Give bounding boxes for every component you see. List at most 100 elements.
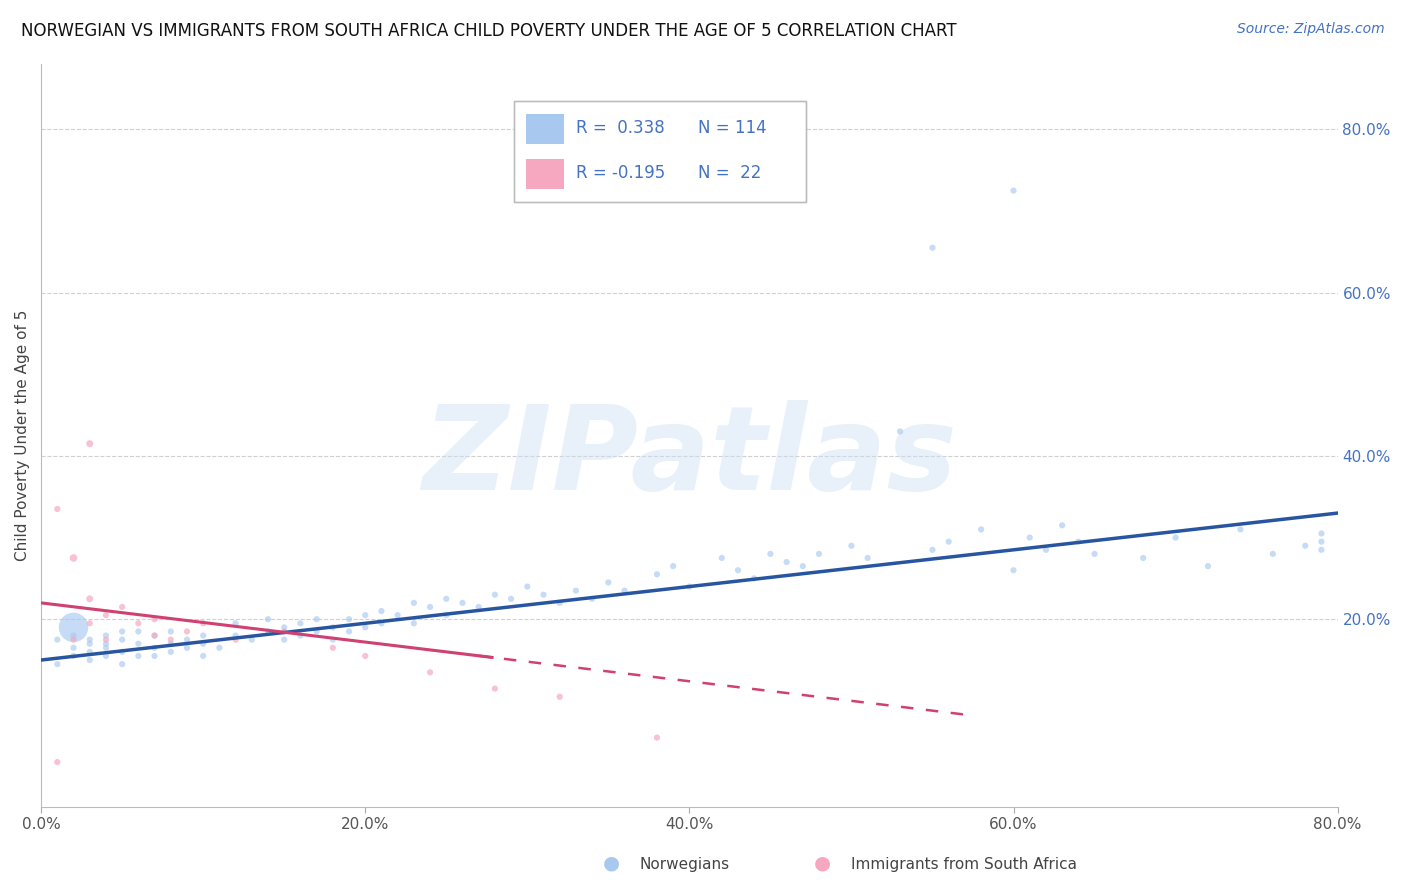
Point — [62, 632, 84, 647]
Point — [208, 640, 231, 655]
Point — [94, 648, 117, 663]
Point — [337, 624, 360, 639]
Point — [225, 628, 247, 642]
Point — [193, 637, 215, 651]
Point — [143, 612, 166, 626]
Point — [792, 559, 814, 574]
Point — [1310, 526, 1333, 541]
Point — [1261, 547, 1284, 561]
Point — [176, 632, 198, 647]
Point — [337, 612, 360, 626]
Point — [305, 624, 328, 639]
Point — [111, 657, 134, 672]
Point — [354, 648, 377, 663]
Point — [322, 640, 344, 655]
Point — [938, 534, 960, 549]
Point — [127, 648, 149, 663]
Point — [159, 624, 181, 639]
Point — [742, 571, 765, 585]
Point — [548, 690, 571, 704]
Point — [678, 580, 700, 594]
Point — [79, 632, 101, 647]
Point — [645, 731, 668, 745]
Y-axis label: Child Poverty Under the Age of 5: Child Poverty Under the Age of 5 — [15, 310, 30, 561]
Point — [273, 624, 295, 639]
Point — [1294, 539, 1316, 553]
Point — [1132, 551, 1154, 566]
Point — [79, 616, 101, 631]
Point — [62, 628, 84, 642]
Point — [501, 591, 523, 606]
Point — [127, 624, 149, 639]
Point — [94, 640, 117, 655]
Point — [79, 436, 101, 450]
Point — [62, 640, 84, 655]
Point — [1229, 523, 1251, 537]
Point — [889, 425, 911, 439]
Text: Norwegians: Norwegians — [640, 857, 730, 872]
Point — [484, 588, 506, 602]
Point — [402, 616, 425, 631]
Point — [581, 591, 603, 606]
Point — [79, 591, 101, 606]
Point — [434, 591, 457, 606]
Point — [598, 575, 620, 590]
Point — [662, 559, 685, 574]
Point — [402, 596, 425, 610]
Point — [46, 632, 69, 647]
Point — [548, 596, 571, 610]
Point — [921, 542, 943, 557]
Point — [354, 620, 377, 634]
Point — [143, 628, 166, 642]
Point — [808, 547, 831, 561]
Point — [710, 551, 733, 566]
Point — [322, 620, 344, 634]
Text: ●: ● — [814, 854, 831, 872]
Point — [94, 637, 117, 651]
Point — [1002, 184, 1025, 198]
Point — [516, 580, 538, 594]
Point — [354, 608, 377, 623]
Point — [419, 599, 441, 614]
Point — [46, 755, 69, 769]
Point — [62, 551, 84, 566]
Point — [1035, 542, 1057, 557]
Point — [533, 588, 555, 602]
Point — [467, 599, 489, 614]
Point — [419, 665, 441, 680]
Point — [159, 632, 181, 647]
Text: ●: ● — [603, 854, 620, 872]
Text: NORWEGIAN VS IMMIGRANTS FROM SOUTH AFRICA CHILD POVERTY UNDER THE AGE OF 5 CORRE: NORWEGIAN VS IMMIGRANTS FROM SOUTH AFRIC… — [21, 22, 956, 40]
Point — [1083, 547, 1105, 561]
Point — [290, 616, 312, 631]
Text: Source: ZipAtlas.com: Source: ZipAtlas.com — [1237, 22, 1385, 37]
Point — [775, 555, 797, 569]
Point — [484, 681, 506, 696]
Point — [856, 551, 879, 566]
Point — [143, 640, 166, 655]
Point — [645, 567, 668, 582]
Point — [176, 640, 198, 655]
Point — [290, 628, 312, 642]
Point — [759, 547, 782, 561]
Point — [257, 624, 280, 639]
Point — [240, 632, 263, 647]
Point — [159, 637, 181, 651]
Point — [176, 624, 198, 639]
Point — [1002, 563, 1025, 577]
Point — [193, 616, 215, 631]
Point — [111, 645, 134, 659]
Point — [1197, 559, 1219, 574]
Point — [94, 628, 117, 642]
Point — [159, 645, 181, 659]
Point — [143, 628, 166, 642]
Point — [970, 523, 993, 537]
Point — [1164, 531, 1187, 545]
Point — [94, 632, 117, 647]
Point — [727, 563, 749, 577]
Point — [127, 616, 149, 631]
Point — [613, 583, 636, 598]
Point — [111, 624, 134, 639]
Text: ZIPatlas: ZIPatlas — [422, 401, 957, 516]
Point — [387, 608, 409, 623]
